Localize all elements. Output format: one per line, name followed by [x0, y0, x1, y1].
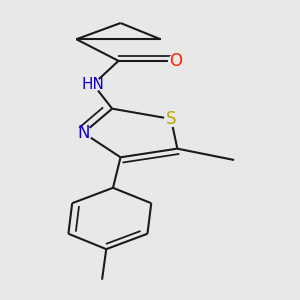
Text: N: N	[77, 124, 90, 142]
Text: S: S	[166, 110, 176, 128]
Text: O: O	[169, 52, 182, 70]
Text: HN: HN	[82, 77, 105, 92]
